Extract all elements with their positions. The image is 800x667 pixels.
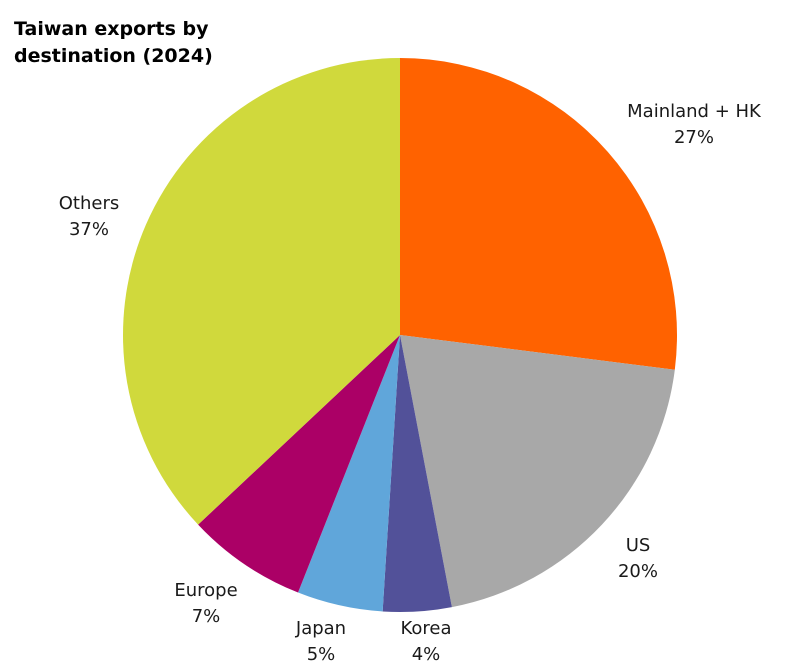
- slice-label-value-japan: 5%: [307, 644, 336, 665]
- pie-slice-us: [400, 335, 675, 608]
- chart-title-line-1: Taiwan exports by: [14, 18, 209, 40]
- pie-slices: [123, 57, 678, 612]
- pie-slice-europe: [198, 335, 400, 593]
- slice-label-name-europe: Europe: [174, 580, 237, 601]
- slice-label-name-others: Others: [59, 193, 120, 214]
- slice-label-value-us: 20%: [618, 561, 658, 582]
- slice-label-name-mainland-hk: Mainland + HK: [627, 101, 762, 122]
- slice-label-name-korea: Korea: [400, 618, 451, 639]
- slice-label-value-europe: 7%: [192, 606, 221, 627]
- slice-label-value-others: 37%: [69, 219, 109, 240]
- chart-title: Taiwan exports by destination (2024): [14, 16, 213, 70]
- pie-slice-korea: [382, 335, 452, 612]
- pie-slice-others: [123, 58, 401, 525]
- pie-slice-japan: [298, 335, 400, 612]
- pie-labels: Mainland + HK 27% US 20% Korea 4% Japan 5% Europ…: [59, 101, 762, 665]
- pie-slice-mainland-hk: [400, 57, 678, 370]
- slice-label-name-us: US: [626, 535, 651, 556]
- slice-label-value-mainland-hk: 27%: [674, 127, 714, 148]
- slice-label-value-korea: 4%: [412, 644, 441, 665]
- chart-title-line-2: destination (2024): [14, 45, 213, 67]
- slice-label-name-japan: Japan: [295, 618, 346, 639]
